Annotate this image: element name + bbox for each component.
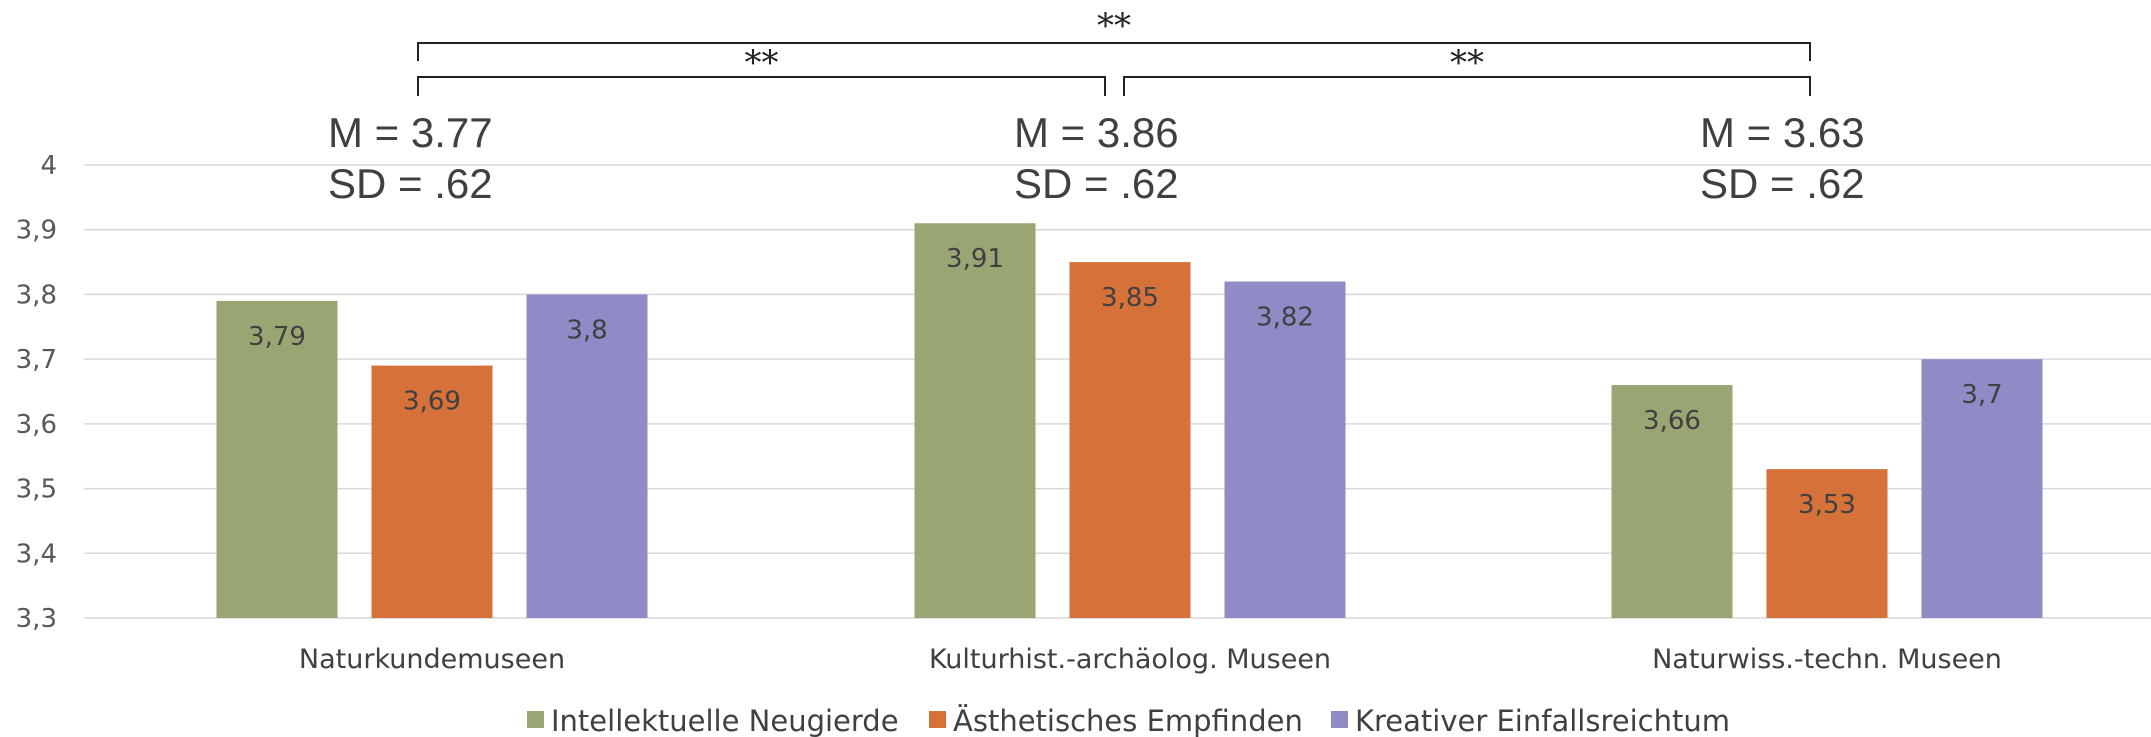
y-tick-label: 3,3 [16, 604, 57, 634]
significance-label: ** [1097, 6, 1131, 46]
bar [371, 365, 493, 618]
data-label: 3,53 [1798, 490, 1856, 520]
y-tick-label: 3,4 [16, 539, 57, 569]
sd-annotation: SD = .62 [328, 160, 493, 207]
data-label: 3,91 [946, 244, 1004, 274]
legend-swatch [527, 711, 544, 728]
x-category-label: Kulturhist.-archäolog. Museen [929, 644, 1331, 675]
y-axis-ticks: 3,3 3,4 3,5 3,6 3,7 3,8 3,9 4 [16, 151, 57, 634]
bar [1224, 281, 1346, 618]
mean-annotation: M = 3.63 [1700, 109, 1865, 156]
mean-annotation: M = 3.86 [1014, 109, 1179, 156]
x-axis-categories: Naturkundemuseen Kulturhist.-archäolog. M… [299, 644, 2002, 675]
legend-entry: Kreativer Einfallsreichtum [1355, 704, 1730, 737]
sd-annotation: SD = .62 [1700, 160, 1865, 207]
bar [1611, 385, 1733, 618]
legend-swatch [1331, 711, 1348, 728]
bars [216, 223, 2043, 618]
y-tick-label: 4 [40, 151, 57, 181]
bar [1921, 359, 2043, 618]
bar [216, 300, 338, 618]
data-label: 3,69 [403, 387, 461, 417]
y-tick-label: 3,9 [16, 216, 57, 246]
significance-bracket [417, 42, 1811, 61]
data-label: 3,82 [1256, 302, 1314, 332]
y-tick-label: 3,8 [16, 280, 57, 310]
significance-label: ** [1450, 43, 1484, 83]
y-tick-label: 3,7 [16, 345, 57, 375]
sd-annotation: SD = .62 [1014, 160, 1179, 207]
y-tick-label: 3,5 [16, 475, 57, 505]
data-label: 3,79 [248, 322, 306, 352]
legend-swatch [929, 711, 946, 728]
legend: Intellektuelle Neugierde Ästhetisches Emp… [527, 704, 1730, 737]
significance-brackets: ** ** ** [417, 6, 1811, 96]
significance-bracket [1123, 76, 1811, 96]
significance-label: ** [745, 43, 779, 83]
significance-bracket [417, 76, 1106, 96]
data-labels: 3,79 3,69 3,8 3,91 3,85 3,82 3,66 3,53 3,7 [248, 244, 2003, 520]
mean-annotation: M = 3.77 [328, 109, 493, 156]
legend-entry: Intellektuelle Neugierde [551, 704, 899, 737]
data-label: 3,8 [566, 315, 607, 345]
x-category-label: Naturwiss.-techn. Museen [1652, 644, 2002, 675]
bar [1766, 469, 1888, 618]
data-label: 3,7 [1961, 380, 2002, 410]
data-label: 3,66 [1643, 406, 1701, 436]
data-label: 3,85 [1101, 283, 1159, 313]
y-tick-label: 3,6 [16, 410, 57, 440]
bar [914, 223, 1036, 618]
legend-entry: Ästhetisches Empfinden [953, 704, 1303, 737]
x-category-label: Naturkundemuseen [299, 644, 565, 675]
bar [1069, 262, 1191, 618]
bar [526, 294, 648, 618]
